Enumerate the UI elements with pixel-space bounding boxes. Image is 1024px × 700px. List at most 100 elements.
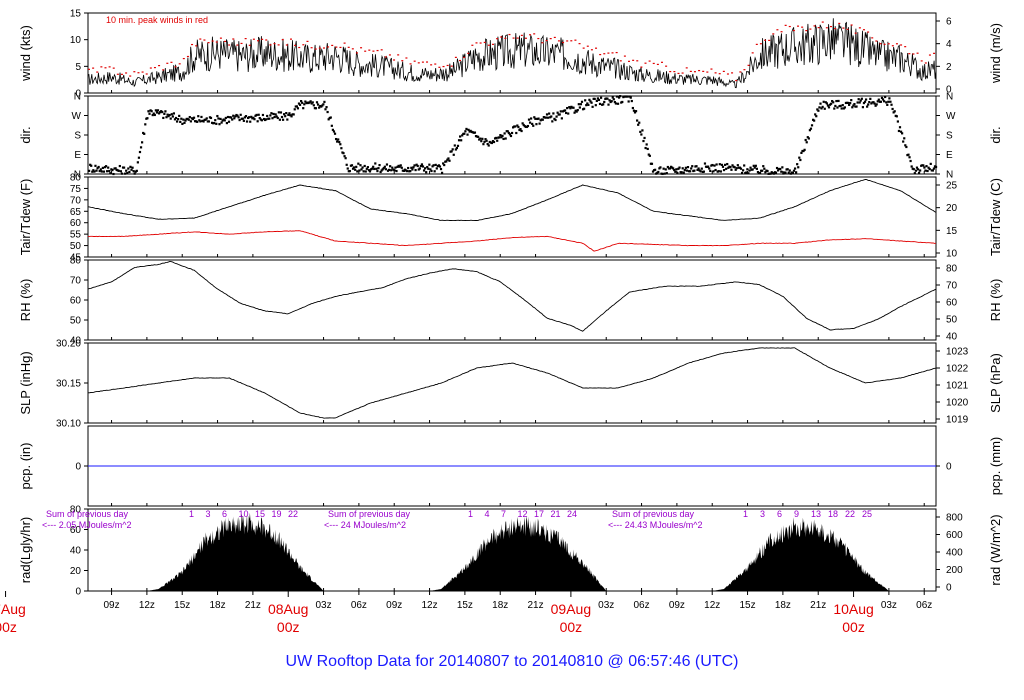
ytick-label-left-temp: 65	[70, 207, 82, 218]
direction-point	[886, 103, 889, 106]
direction-point	[746, 168, 749, 171]
peak-wind-mark	[496, 38, 499, 40]
peak-wind-mark	[170, 61, 173, 63]
direction-point	[702, 170, 705, 173]
direction-point	[94, 164, 97, 167]
peak-wind-mark	[277, 44, 280, 46]
direction-point	[779, 167, 782, 171]
direction-point	[755, 167, 758, 170]
direction-point	[614, 102, 618, 105]
direction-point	[709, 169, 712, 173]
direction-point	[106, 170, 109, 173]
ytick-label-right-rh: 80	[946, 264, 958, 275]
direction-point	[572, 106, 575, 109]
direction-point	[132, 170, 135, 173]
direction-point	[119, 170, 122, 173]
direction-point	[286, 118, 289, 121]
direction-point	[215, 122, 218, 125]
ytick-label-right-slp: 1022	[946, 364, 969, 375]
direction-point	[665, 172, 668, 175]
peak-wind-mark	[821, 21, 824, 23]
peak-wind-mark	[702, 70, 705, 72]
direction-point	[381, 168, 384, 171]
peak-wind-mark	[933, 52, 936, 54]
direction-point	[678, 166, 681, 169]
peak-wind-mark	[529, 34, 532, 36]
direction-point	[663, 172, 666, 175]
direction-point	[690, 167, 693, 170]
direction-point	[813, 119, 816, 122]
direction-point	[442, 162, 445, 165]
direction-point	[109, 172, 112, 175]
direction-point	[788, 169, 791, 172]
peak-wind-mark	[520, 34, 523, 36]
direction-point	[439, 167, 443, 171]
direction-point	[120, 172, 124, 175]
radiation-hour-label: 15	[255, 509, 265, 519]
direction-point	[874, 104, 877, 107]
direction-point	[724, 163, 727, 166]
radiation-hour-label: 6	[222, 509, 227, 519]
peak-wind-mark	[710, 68, 713, 70]
direction-point	[907, 153, 910, 156]
direction-point	[928, 167, 931, 171]
direction-point	[840, 107, 843, 110]
radiation-sum-label: Sum of previous day	[612, 509, 695, 519]
peak-wind-mark	[759, 43, 762, 45]
direction-point	[657, 170, 660, 174]
ylabel-left-dir: dir.	[18, 126, 33, 143]
direction-point	[726, 162, 729, 166]
direction-point	[630, 99, 633, 103]
radiation-sum-value: <--- 24 MJoules/m^2	[324, 520, 406, 530]
radiation-sum-value: <--- 24.43 MJoules/m^2	[608, 520, 703, 530]
direction-point	[588, 98, 591, 101]
direction-point	[893, 110, 896, 113]
direction-point	[584, 99, 587, 102]
peak-wind-mark	[582, 47, 585, 49]
direction-point	[200, 115, 203, 119]
direction-point	[756, 170, 760, 174]
direction-point	[885, 101, 888, 104]
peak-wind-mark	[314, 48, 317, 50]
peak-wind-mark	[603, 53, 606, 55]
direction-point	[666, 165, 669, 169]
radiation-hour-label: 1	[189, 509, 194, 519]
direction-point	[626, 95, 629, 98]
direction-point	[365, 167, 368, 170]
direction-point	[241, 117, 244, 120]
direction-point	[477, 135, 480, 138]
peak-wind-mark	[920, 60, 923, 62]
direction-point	[93, 170, 96, 173]
direction-point	[912, 168, 915, 171]
radiation-hour-label: 1	[468, 509, 473, 519]
direction-point	[147, 110, 150, 113]
direction-point	[224, 116, 227, 120]
peak-wind-mark	[413, 60, 416, 62]
direction-point	[647, 153, 650, 156]
direction-point	[128, 170, 131, 174]
radiation-hour-label: 22	[845, 509, 855, 519]
peak-wind-mark	[211, 40, 214, 42]
direction-point	[824, 101, 827, 104]
ytick-label-left-dir: W	[72, 111, 82, 122]
day-label-hour: 00z	[277, 619, 300, 635]
direction-point	[534, 117, 537, 120]
direction-point	[303, 103, 306, 106]
direction-point	[311, 101, 314, 104]
ytick-label-left-wind: 0	[75, 89, 81, 100]
direction-point	[595, 99, 598, 102]
direction-point	[237, 116, 240, 119]
peak-wind-mark	[360, 47, 363, 49]
direction-point	[565, 111, 568, 115]
peak-wind-mark	[834, 27, 837, 30]
peak-wind-mark	[673, 71, 676, 73]
direction-point	[867, 103, 870, 106]
direction-point	[650, 162, 654, 165]
direction-point	[719, 170, 722, 173]
direction-point	[514, 125, 517, 128]
series-tair	[87, 179, 937, 222]
direction-point	[285, 111, 288, 115]
direction-point	[587, 103, 590, 106]
